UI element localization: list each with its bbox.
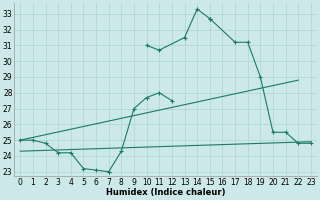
X-axis label: Humidex (Indice chaleur): Humidex (Indice chaleur) [106, 188, 225, 197]
